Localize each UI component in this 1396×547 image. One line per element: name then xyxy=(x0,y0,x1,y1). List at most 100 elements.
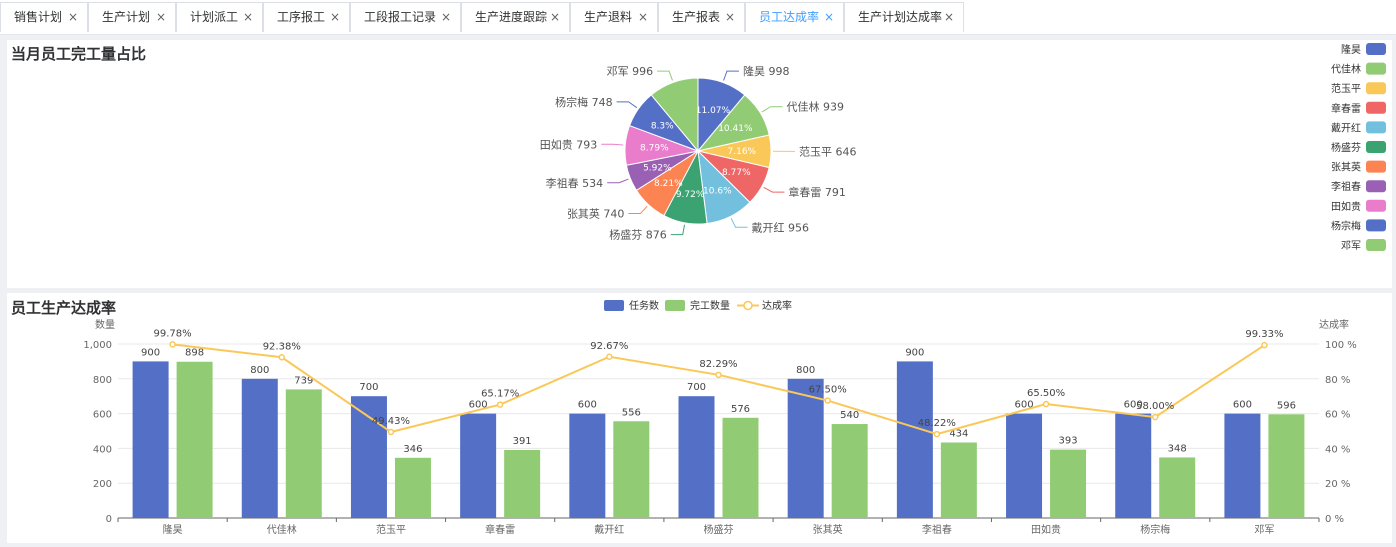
y-right-tick-label: 0 % xyxy=(1325,514,1344,525)
bar-task-value: 600 xyxy=(1124,400,1143,411)
tab-label: 工序报工 xyxy=(277,10,326,24)
bar-done-value: 556 xyxy=(622,407,641,418)
pie-label-line xyxy=(761,106,783,113)
bar-done xyxy=(394,457,431,518)
pie-outer-label: 邓军 996 xyxy=(607,65,654,78)
y-right-tick-label: 100 % xyxy=(1325,340,1357,351)
y-tick-label: 800 xyxy=(93,375,112,386)
rate-label: 82.29% xyxy=(699,359,737,370)
bar-done xyxy=(831,424,868,518)
legend-label: 隆昊 xyxy=(1341,43,1361,56)
tab-item[interactable]: 工序报工 × xyxy=(263,2,350,32)
pie-outer-label: 隆昊 998 xyxy=(743,64,790,78)
close-icon[interactable]: × xyxy=(823,10,834,24)
legend-swatch xyxy=(1366,82,1386,95)
close-icon[interactable]: × xyxy=(440,10,451,24)
bar-done-value: 348 xyxy=(1168,443,1187,454)
bar-done xyxy=(176,361,213,518)
close-icon[interactable]: × xyxy=(637,10,648,24)
y-axis-label: 数量 xyxy=(95,318,115,331)
pie-percent-label: 8.3% xyxy=(651,122,674,132)
bar-task-value: 600 xyxy=(469,400,488,411)
bar-task xyxy=(1115,413,1152,518)
bar-done-value: 393 xyxy=(1058,436,1077,447)
bar-panel: 员工生产达成率 0 200 400 600 800 1,000 0 % 20 % 40 % 60 … xyxy=(7,293,1392,543)
legend-label: 达成率 xyxy=(762,299,792,312)
legend-swatch xyxy=(1366,101,1386,114)
rate-label: 65.17% xyxy=(481,389,519,400)
tab-item[interactable]: 工段报工记录 × xyxy=(350,2,461,32)
tab-item[interactable]: 生产报表 × xyxy=(658,2,745,32)
pie-percent-label: 7.16% xyxy=(728,147,757,157)
pie-outer-label: 张其英 740 xyxy=(567,207,625,221)
close-icon[interactable]: × xyxy=(943,10,954,24)
tab-item[interactable]: 员工达成率 × xyxy=(745,2,844,32)
legend-swatch xyxy=(1366,141,1386,153)
x-tick-label: 杨宗梅 xyxy=(1140,523,1170,536)
rate-point xyxy=(278,354,286,361)
bar-done-value: 596 xyxy=(1277,400,1296,411)
tab-item[interactable]: 生产计划 × xyxy=(88,2,176,32)
x-tick-label: 田如贵 xyxy=(1031,523,1061,536)
legend-swatch xyxy=(1366,239,1386,251)
x-tick-label: 戴开红 xyxy=(594,523,624,536)
bar-task xyxy=(678,396,715,518)
y-right-tick-label: 40 % xyxy=(1325,444,1350,455)
close-icon[interactable]: × xyxy=(155,10,166,24)
bar-done-value: 898 xyxy=(185,348,204,359)
close-icon[interactable]: × xyxy=(242,10,253,24)
pie-outer-label: 李祖春 534 xyxy=(546,176,604,190)
tab-item[interactable]: 生产退料 × xyxy=(570,2,658,32)
legend-label: 杨宗梅 xyxy=(1331,219,1361,232)
rate-label: 99.78% xyxy=(154,328,192,339)
tab-label: 计划派工 xyxy=(190,10,239,24)
rate-label: 67.50% xyxy=(809,385,847,396)
tab-label: 员工达成率 xyxy=(759,10,820,24)
bar-task-value: 600 xyxy=(1233,400,1252,411)
bar-done-value: 391 xyxy=(513,436,532,447)
x-tick-label: 邓军 xyxy=(1254,524,1274,536)
close-icon[interactable]: × xyxy=(329,10,340,24)
bar-task xyxy=(1224,413,1261,518)
bar-task-value: 900 xyxy=(905,347,924,358)
legend-swatch xyxy=(665,300,685,311)
legend-swatch xyxy=(1366,160,1386,173)
rate-point xyxy=(1042,400,1050,408)
bar-task-value: 700 xyxy=(687,382,706,393)
rate-point xyxy=(496,401,504,408)
tab-item[interactable]: 生产计划达成率 × xyxy=(844,2,964,32)
y-tick-label: 200 xyxy=(93,479,112,490)
legend-swatch xyxy=(1366,62,1386,75)
bar-task xyxy=(787,378,824,518)
close-icon[interactable]: × xyxy=(724,10,735,24)
bar-done-value: 434 xyxy=(949,428,968,439)
rate-point xyxy=(824,397,831,404)
y-right-tick-label: 80 % xyxy=(1325,375,1350,386)
bar-done xyxy=(504,449,541,518)
legend-label: 完工数量 xyxy=(690,299,730,312)
legend-swatch xyxy=(1366,43,1386,55)
bar-done xyxy=(1268,414,1305,518)
pie-chart: 11.07% 隆昊 998 10.41% 代佳林 939 7.16% 范玉平 646 8.7… xyxy=(540,43,1386,252)
close-icon[interactable]: × xyxy=(67,10,78,24)
rate-point xyxy=(1261,341,1268,349)
pie-label-line xyxy=(616,101,638,109)
legend-label: 范玉平 xyxy=(1331,82,1361,95)
pie-outer-label: 杨盛芬 876 xyxy=(609,228,667,242)
y-right-axis-label: 达成率 xyxy=(1319,318,1349,331)
bar-task-value: 800 xyxy=(796,365,815,376)
close-icon[interactable]: × xyxy=(549,10,560,24)
bar-task xyxy=(569,413,606,518)
tab-item[interactable]: 销售计划 × xyxy=(0,2,88,32)
tab-item[interactable]: 生产进度跟踪 × xyxy=(461,2,570,32)
tab-item[interactable]: 计划派工 × xyxy=(176,2,263,32)
bar-task-value: 700 xyxy=(359,382,378,393)
y-tick-label: 600 xyxy=(93,410,112,421)
x-tick-label: 代佳林 xyxy=(267,523,297,536)
pie-label-line xyxy=(628,205,648,215)
x-tick-label: 张其英 xyxy=(813,523,843,536)
x-tick-label: 范玉平 xyxy=(376,523,406,536)
tab-label: 生产退料 xyxy=(584,10,633,24)
tab-label: 生产报表 xyxy=(672,10,721,24)
bar-done xyxy=(285,389,322,518)
